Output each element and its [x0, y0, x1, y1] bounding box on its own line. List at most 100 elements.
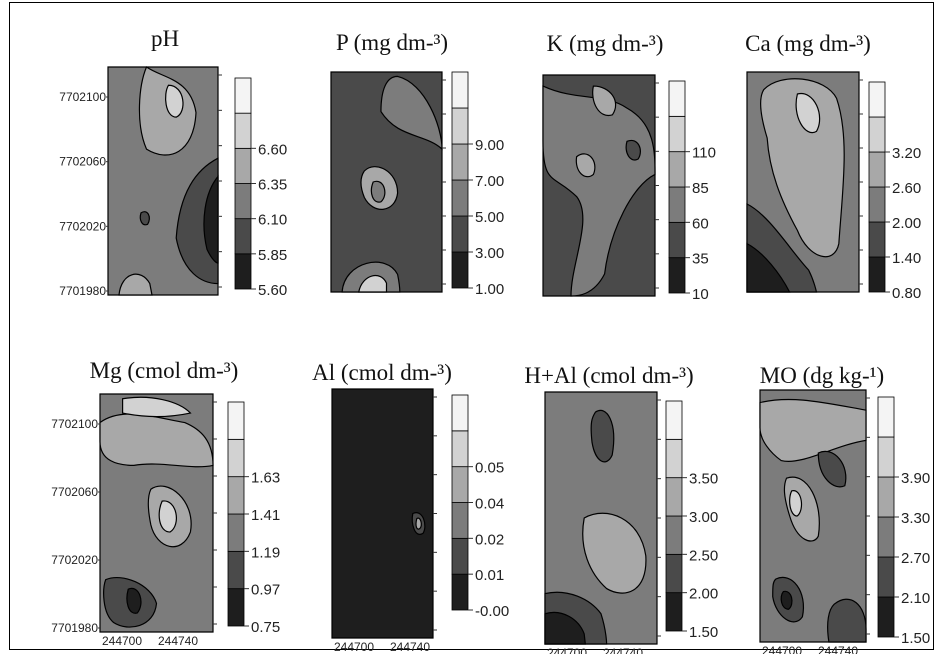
x-tick-label: 244740	[818, 644, 858, 654]
contour-region	[543, 86, 655, 296]
colorbar-band	[227, 438, 245, 478]
colorbar-band	[451, 537, 469, 575]
colorbar-band	[234, 253, 252, 290]
colorbar-band	[451, 179, 469, 217]
colorbar-label: 7.00	[475, 173, 504, 190]
contour-region	[583, 513, 646, 593]
colorbar-label: 0.01	[475, 567, 504, 584]
colorbar-band	[665, 553, 683, 594]
contour-region	[576, 154, 595, 177]
panel-5: Mg (cmol dm-³) 7702100 7702060 7702020 77019…	[51, 358, 280, 648]
contour-region	[371, 181, 384, 202]
colorbar-band	[451, 71, 469, 109]
x-tick-label: 244700	[547, 646, 587, 654]
x-tick-label: 244700	[334, 640, 374, 654]
contour-region	[796, 94, 820, 133]
y-tick-label: 7701980	[51, 621, 98, 635]
colorbar-band	[451, 251, 469, 289]
colorbar-label: 3.90	[901, 470, 930, 487]
colorbar-label: 3.20	[892, 145, 921, 162]
panel-title: pH	[151, 26, 179, 51]
colorbar-label: 85	[692, 180, 709, 197]
contour-region	[127, 588, 141, 613]
colorbar-label: 0.05	[475, 460, 504, 477]
colorbar-band	[234, 218, 252, 255]
x-tick-label: 244700	[102, 634, 142, 648]
contour-region	[790, 491, 802, 516]
colorbar-label: 3.00	[475, 245, 504, 262]
colorbar-label: 5.00	[475, 209, 504, 226]
colorbar-band	[868, 151, 886, 188]
colorbar-label: 2.70	[901, 550, 930, 567]
contour-region	[176, 158, 218, 283]
contour-region	[593, 86, 616, 115]
panel-title: H+Al (cmol dm-³)	[524, 363, 693, 388]
y-tick-label: 7702020	[59, 219, 106, 233]
colorbar-band	[451, 215, 469, 253]
panel-title: P (mg dm-³)	[336, 30, 448, 55]
colorbar-label: 1.40	[892, 250, 921, 267]
colorbar-band	[451, 466, 469, 503]
colorbar-label: 1.19	[251, 544, 280, 561]
colorbar-band	[665, 477, 683, 517]
contour-fills	[545, 392, 657, 644]
colorbar-band	[868, 256, 886, 293]
x-tick-label: 244700	[762, 644, 802, 654]
panel-7: H+Al (cmol dm-³) 244700 244740 1.50 2.00 2.50…	[524, 363, 718, 654]
colorbar-band	[227, 401, 245, 440]
colorbar-label: 3.30	[901, 510, 930, 527]
panel-title: Al (cmol dm-³)	[312, 360, 452, 385]
colorbar-band	[668, 186, 686, 223]
contour-region	[166, 85, 183, 117]
colorbar-band	[877, 476, 895, 518]
contour-region	[140, 212, 149, 225]
colorbar-band	[227, 550, 245, 590]
contour-region	[204, 176, 218, 263]
colorbar-band	[868, 116, 886, 153]
colorbar-band	[234, 112, 252, 149]
colorbar-band	[234, 147, 252, 184]
contour-fills	[332, 389, 433, 638]
colorbar-band	[451, 573, 469, 611]
colorbar-label: 1.00	[475, 281, 504, 298]
colorbar-label: 0.75	[251, 619, 280, 636]
y-tick-label: 7702020	[51, 553, 98, 567]
colorbar-band	[665, 438, 683, 479]
panel-1: pH 7702100 7702060 7702020 7701980 5.60 5.85 6.…	[59, 26, 287, 299]
colorbar-label: 0.80	[892, 285, 921, 302]
y-tick-label: 7702060	[51, 485, 98, 499]
contour-fills	[108, 67, 218, 295]
x-tick-label: 244740	[158, 634, 198, 648]
colorbar-band	[451, 143, 469, 181]
colorbar-band	[451, 430, 469, 468]
colorbar-band	[665, 515, 683, 555]
colorbar-label: 1.50	[901, 630, 930, 647]
panel-title: Mg (cmol dm-³)	[90, 358, 239, 383]
contour-region	[591, 410, 614, 461]
colorbar-label: 0.02	[475, 531, 504, 548]
colorbar-band	[668, 80, 686, 117]
colorbar-label: 6.35	[258, 177, 287, 194]
panel-3: K (mg dm-³) 10 35 60 85 110	[543, 31, 716, 303]
panel-4: Ca (mg dm-³) 0.80 1.40 2.00 2.60 3.20	[745, 31, 921, 302]
contour-region	[416, 518, 421, 529]
panel-6: Al (cmol dm-³) 244700 244740 -0.00 0.01 0.02 0…	[312, 360, 509, 654]
colorbar-label: 1.41	[251, 507, 280, 524]
contour-fills	[543, 75, 655, 296]
colorbar-band	[227, 513, 245, 552]
colorbar-label: 1.50	[689, 624, 718, 641]
colorbar-label: 0.97	[251, 582, 280, 599]
colorbar-label: 5.85	[258, 247, 287, 264]
colorbar-band	[668, 257, 686, 294]
contour-region	[761, 79, 845, 257]
colorbar-label: 5.60	[258, 282, 287, 299]
colorbar-band	[877, 436, 895, 478]
colorbar-band	[877, 396, 895, 438]
contour-region	[760, 399, 866, 461]
colorbar-label: 9.00	[475, 137, 504, 154]
contour-region	[159, 501, 176, 532]
colorbar-band	[665, 592, 683, 632]
colorbar-label: 1.63	[251, 470, 280, 487]
colorbar-band	[877, 596, 895, 638]
colorbar-label: 2.00	[892, 215, 921, 232]
